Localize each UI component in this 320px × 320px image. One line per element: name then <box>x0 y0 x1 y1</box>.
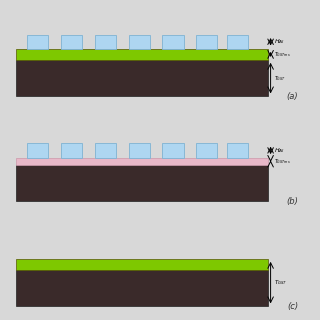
Text: (a): (a) <box>287 92 298 101</box>
FancyBboxPatch shape <box>16 60 268 96</box>
FancyBboxPatch shape <box>16 259 268 270</box>
Text: $T_{GSTms}$: $T_{GSTms}$ <box>274 50 291 59</box>
FancyBboxPatch shape <box>95 35 116 49</box>
FancyBboxPatch shape <box>196 35 218 49</box>
FancyBboxPatch shape <box>16 165 268 201</box>
FancyBboxPatch shape <box>227 35 248 49</box>
Text: $T_{GST}$: $T_{GST}$ <box>274 74 286 83</box>
FancyBboxPatch shape <box>27 35 49 49</box>
FancyBboxPatch shape <box>163 143 184 157</box>
FancyBboxPatch shape <box>196 143 218 157</box>
FancyBboxPatch shape <box>227 143 248 157</box>
Text: $T_{GSTms}$: $T_{GSTms}$ <box>274 157 291 166</box>
Text: $H_{Al}$: $H_{Al}$ <box>274 37 285 46</box>
FancyBboxPatch shape <box>163 35 184 49</box>
Text: $T_{GST}$: $T_{GST}$ <box>274 278 288 287</box>
FancyBboxPatch shape <box>16 49 268 60</box>
FancyBboxPatch shape <box>129 143 150 157</box>
FancyBboxPatch shape <box>27 143 49 157</box>
FancyBboxPatch shape <box>16 157 268 165</box>
FancyBboxPatch shape <box>129 35 150 49</box>
FancyBboxPatch shape <box>95 143 116 157</box>
FancyBboxPatch shape <box>16 270 268 306</box>
Text: (b): (b) <box>286 197 298 206</box>
FancyBboxPatch shape <box>61 35 82 49</box>
Text: (c): (c) <box>287 302 298 311</box>
FancyBboxPatch shape <box>61 143 82 157</box>
Text: $H_{Al}$: $H_{Al}$ <box>274 146 285 155</box>
